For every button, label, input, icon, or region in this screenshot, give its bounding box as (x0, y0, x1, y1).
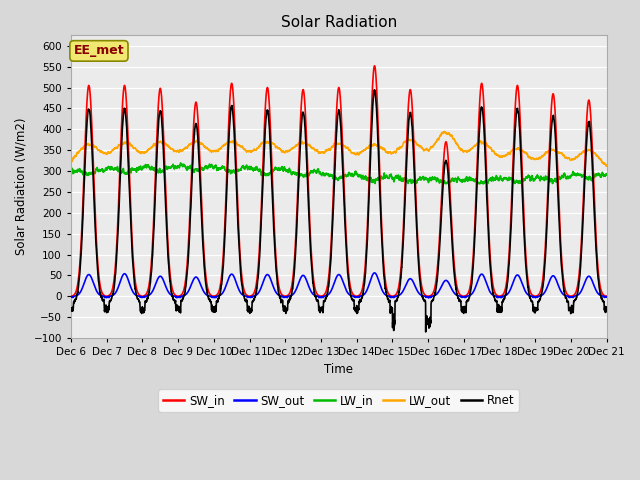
Text: EE_met: EE_met (74, 45, 124, 58)
Y-axis label: Solar Radiation (W/m2): Solar Radiation (W/m2) (15, 118, 28, 255)
Title: Solar Radiation: Solar Radiation (281, 15, 397, 30)
X-axis label: Time: Time (324, 362, 353, 375)
Legend: SW_in, SW_out, LW_in, LW_out, Rnet: SW_in, SW_out, LW_in, LW_out, Rnet (159, 389, 519, 412)
